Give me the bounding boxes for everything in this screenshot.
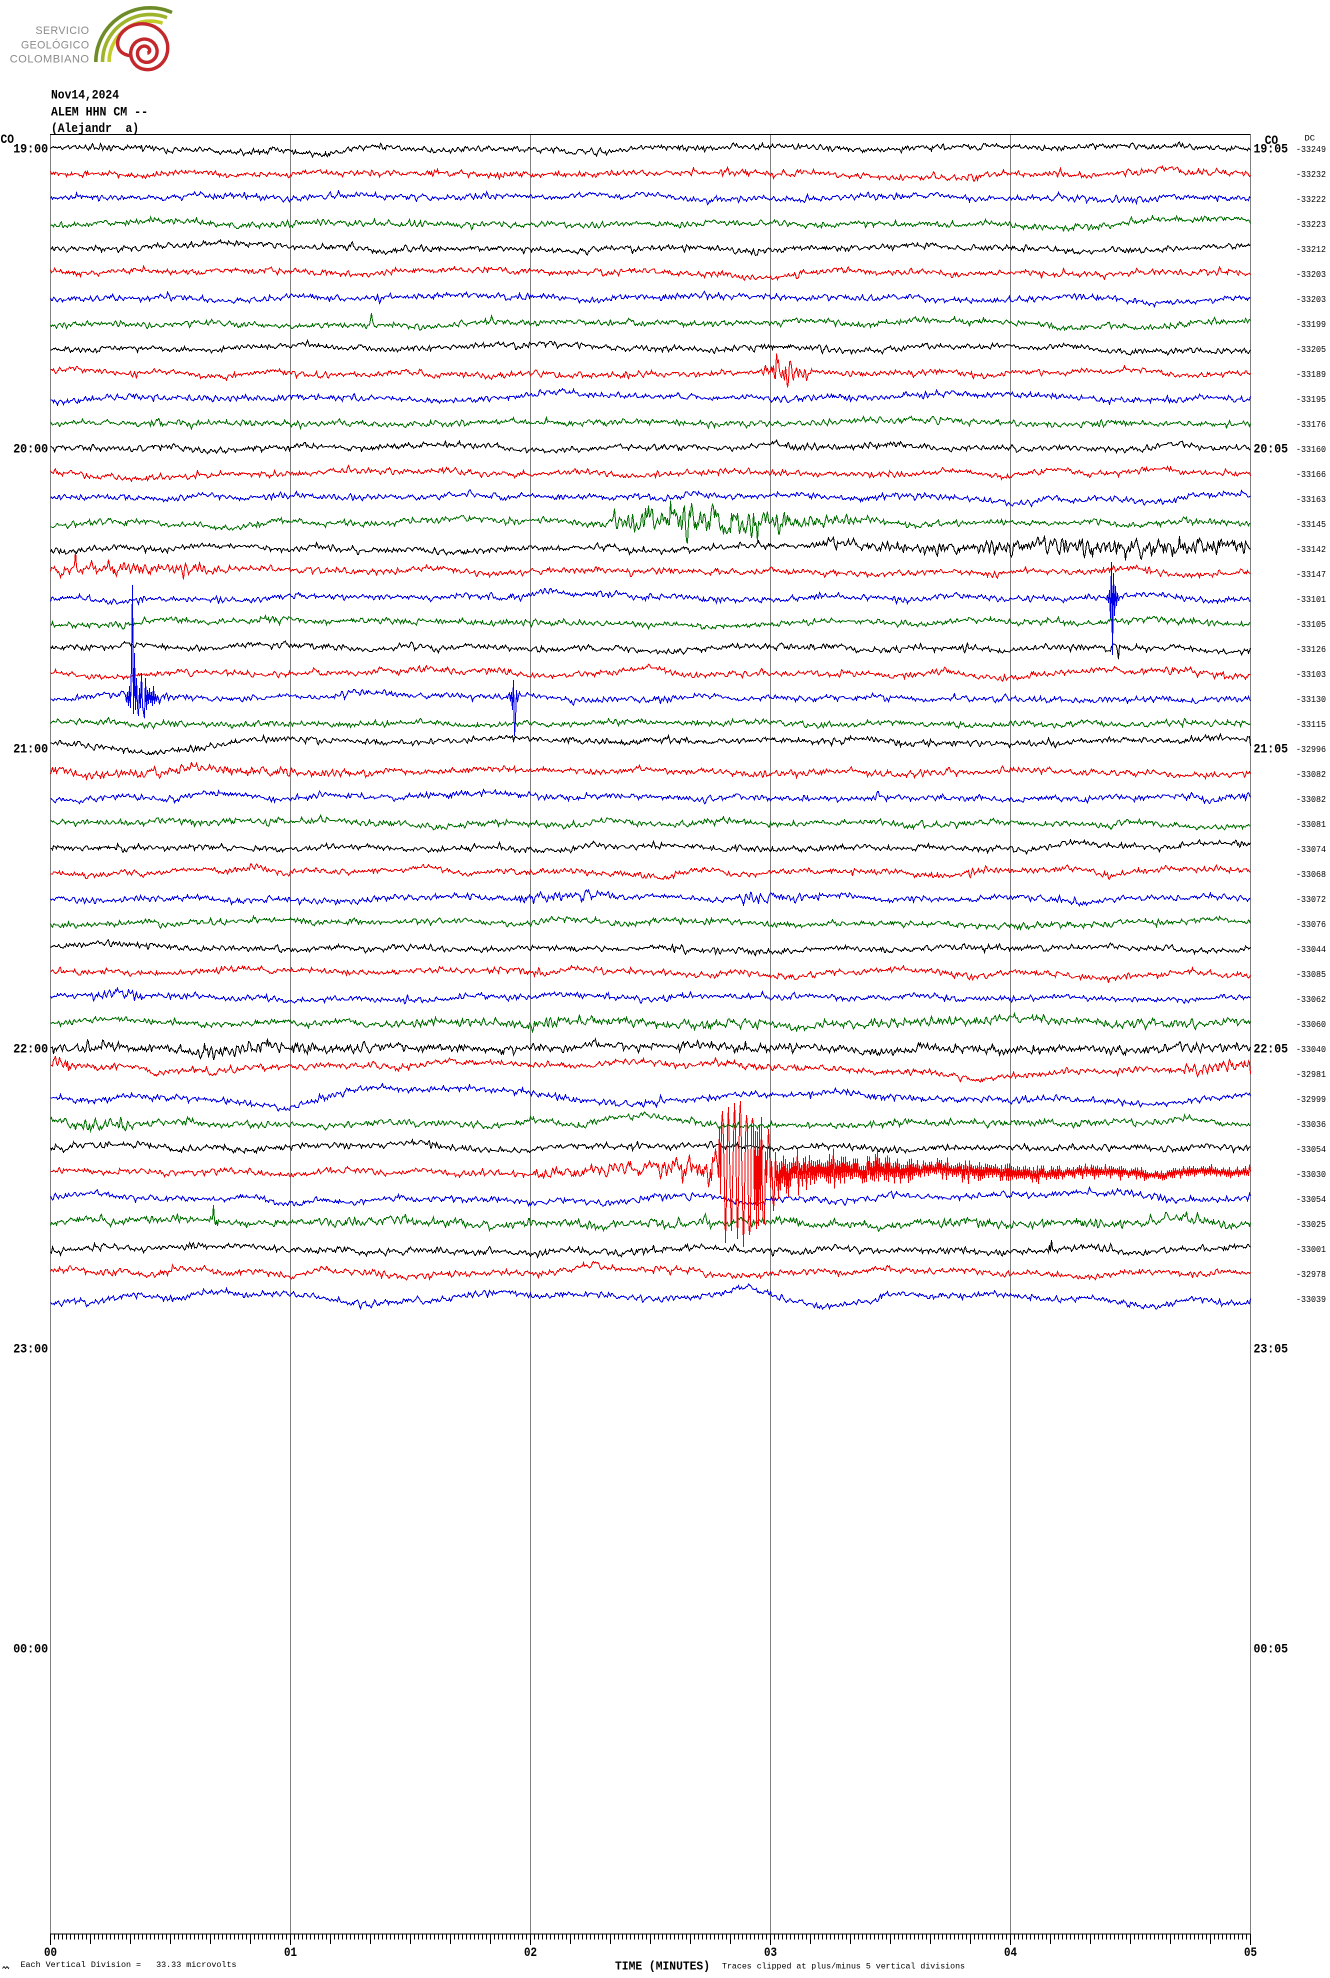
svg-text:COLOMBIANO: COLOMBIANO (10, 54, 90, 66)
svg-text:01: 01 (284, 1945, 297, 1960)
svg-text:-33001: -33001 (1296, 1244, 1326, 1255)
svg-text:22:05: 22:05 (1254, 1042, 1289, 1057)
svg-text:CO: CO (1265, 133, 1279, 148)
svg-text:-33040: -33040 (1296, 1044, 1326, 1055)
svg-text:-33142: -33142 (1296, 544, 1326, 555)
svg-text:-33212: -33212 (1296, 244, 1326, 255)
svg-text:-33115: -33115 (1296, 719, 1326, 730)
svg-text:DC: DC (1305, 134, 1316, 144)
svg-text:-33160: -33160 (1296, 444, 1326, 455)
svg-text:-33039: -33039 (1296, 1294, 1326, 1305)
svg-text:-33030: -33030 (1296, 1169, 1326, 1180)
svg-text:TIME (MINUTES): TIME (MINUTES) (615, 1961, 710, 1974)
svg-text:21:05: 21:05 (1254, 742, 1289, 757)
svg-text:-33130: -33130 (1296, 694, 1326, 705)
svg-text:23:00: 23:00 (13, 1342, 48, 1357)
svg-text:-33203: -33203 (1296, 269, 1326, 280)
svg-text:Nov14,2024: Nov14,2024 (51, 88, 119, 103)
svg-text:-33036: -33036 (1296, 1119, 1326, 1130)
svg-text:20:05: 20:05 (1254, 442, 1289, 457)
svg-text:Each Vertical Division = 33.: Each Vertical Division = 33.33 microvolt… (21, 1960, 237, 1970)
svg-text:(Alejandr a): (Alejandr a) (51, 121, 139, 136)
svg-text:04: 04 (1004, 1945, 1017, 1960)
svg-text:22:00: 22:00 (13, 1042, 48, 1057)
svg-text:-33147: -33147 (1296, 569, 1326, 580)
svg-text:GEOLÓGICO: GEOLÓGICO (21, 38, 90, 51)
svg-text:-33163: -33163 (1296, 494, 1326, 505)
svg-text:-33054: -33054 (1296, 1194, 1326, 1205)
svg-text:-33081: -33081 (1296, 819, 1326, 830)
svg-text:-33126: -33126 (1296, 644, 1326, 655)
svg-text:-33205: -33205 (1296, 344, 1326, 355)
svg-text:-33249: -33249 (1296, 144, 1326, 155)
svg-text:-33062: -33062 (1296, 994, 1326, 1005)
svg-text:CO: CO (1, 132, 15, 147)
svg-text:-33232: -33232 (1296, 169, 1326, 180)
svg-text:-33101: -33101 (1296, 594, 1326, 605)
svg-text:-33105: -33105 (1296, 619, 1326, 630)
svg-text:00: 00 (44, 1945, 57, 1960)
svg-text:-33222: -33222 (1296, 194, 1326, 205)
svg-text:-33203: -33203 (1296, 294, 1326, 305)
svg-text:-33085: -33085 (1296, 969, 1326, 980)
svg-text:-33054: -33054 (1296, 1144, 1326, 1155)
svg-text:20:00: 20:00 (13, 442, 48, 457)
svg-text:-33199: -33199 (1296, 319, 1326, 330)
svg-text:-33068: -33068 (1296, 869, 1326, 880)
svg-text:-33176: -33176 (1296, 419, 1326, 430)
svg-text:-33044: -33044 (1296, 944, 1326, 955)
svg-text:-32996: -32996 (1296, 744, 1326, 755)
svg-text:-33072: -33072 (1296, 894, 1326, 905)
svg-text:-33103: -33103 (1296, 669, 1326, 680)
svg-text:21:00: 21:00 (13, 742, 48, 757)
svg-text:-32978: -32978 (1296, 1269, 1326, 1280)
svg-text:SERVICIO: SERVICIO (36, 25, 90, 37)
svg-text:-33189: -33189 (1296, 369, 1326, 380)
svg-text:19:05: 19:05 (1254, 142, 1289, 157)
svg-text:Traces clipped at plus/minus 5: Traces clipped at plus/minus 5 vertical … (722, 1962, 965, 1972)
svg-text:05: 05 (1244, 1945, 1257, 1960)
svg-text:-33145: -33145 (1296, 519, 1326, 530)
svg-text:-33060: -33060 (1296, 1019, 1326, 1030)
svg-text:19:00: 19:00 (13, 142, 48, 157)
svg-text:-33074: -33074 (1296, 844, 1326, 855)
svg-text:-32981: -32981 (1296, 1069, 1326, 1080)
svg-text:-33195: -33195 (1296, 394, 1326, 405)
svg-text:03: 03 (764, 1945, 777, 1960)
svg-text:-33025: -33025 (1296, 1219, 1326, 1230)
svg-text:23:05: 23:05 (1254, 1342, 1289, 1357)
svg-text:-32999: -32999 (1296, 1094, 1326, 1105)
svg-text:00:05: 00:05 (1254, 1642, 1289, 1657)
svg-text:-33166: -33166 (1296, 469, 1326, 480)
svg-text:00:00: 00:00 (13, 1642, 48, 1657)
svg-text:02: 02 (524, 1945, 537, 1960)
svg-text:-33082: -33082 (1296, 769, 1326, 780)
svg-text:-33223: -33223 (1296, 219, 1326, 230)
svg-text:ALEM HHN CM --: ALEM HHN CM -- (51, 105, 148, 120)
svg-text:-33082: -33082 (1296, 794, 1326, 805)
svg-text:-33076: -33076 (1296, 919, 1326, 930)
